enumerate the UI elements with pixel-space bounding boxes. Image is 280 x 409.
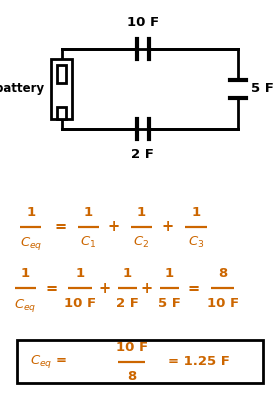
Text: =: = <box>54 220 66 234</box>
Text: = 1.25 F: = 1.25 F <box>168 355 230 369</box>
Text: battery: battery <box>0 83 44 95</box>
Text: +: + <box>99 281 111 296</box>
Text: 10 F: 10 F <box>116 341 148 354</box>
Text: 1: 1 <box>26 206 35 219</box>
Text: 10 F: 10 F <box>64 297 96 310</box>
Text: =: = <box>187 281 199 296</box>
Text: =: = <box>46 281 58 296</box>
Text: 1: 1 <box>137 206 146 219</box>
Text: 8: 8 <box>218 267 227 280</box>
Text: 5 F: 5 F <box>251 83 274 95</box>
Text: 2 F: 2 F <box>116 297 139 310</box>
Text: +: + <box>162 220 174 234</box>
Text: $C_{eq}$: $C_{eq}$ <box>14 297 36 314</box>
Text: 1: 1 <box>123 267 132 280</box>
Text: 8: 8 <box>127 370 136 383</box>
Text: 10 F: 10 F <box>127 16 159 29</box>
Text: 2 F: 2 F <box>131 148 154 162</box>
Text: 1: 1 <box>192 206 200 219</box>
Text: 1: 1 <box>84 206 93 219</box>
Text: $C_1$: $C_1$ <box>80 235 96 250</box>
Text: $C_2$: $C_2$ <box>133 235 150 250</box>
Bar <box>51 59 72 119</box>
Text: 1: 1 <box>165 267 174 280</box>
Bar <box>17 340 263 384</box>
Bar <box>57 65 66 83</box>
Text: 1: 1 <box>21 267 30 280</box>
Bar <box>57 107 66 119</box>
Text: +: + <box>141 281 153 296</box>
Text: 1: 1 <box>75 267 84 280</box>
Text: 5 F: 5 F <box>158 297 181 310</box>
Text: 10 F: 10 F <box>207 297 239 310</box>
Text: $C_{eq}$ =: $C_{eq}$ = <box>30 353 68 371</box>
Text: $C_3$: $C_3$ <box>188 235 204 250</box>
Text: $C_{eq}$: $C_{eq}$ <box>20 235 42 252</box>
Text: +: + <box>107 220 120 234</box>
